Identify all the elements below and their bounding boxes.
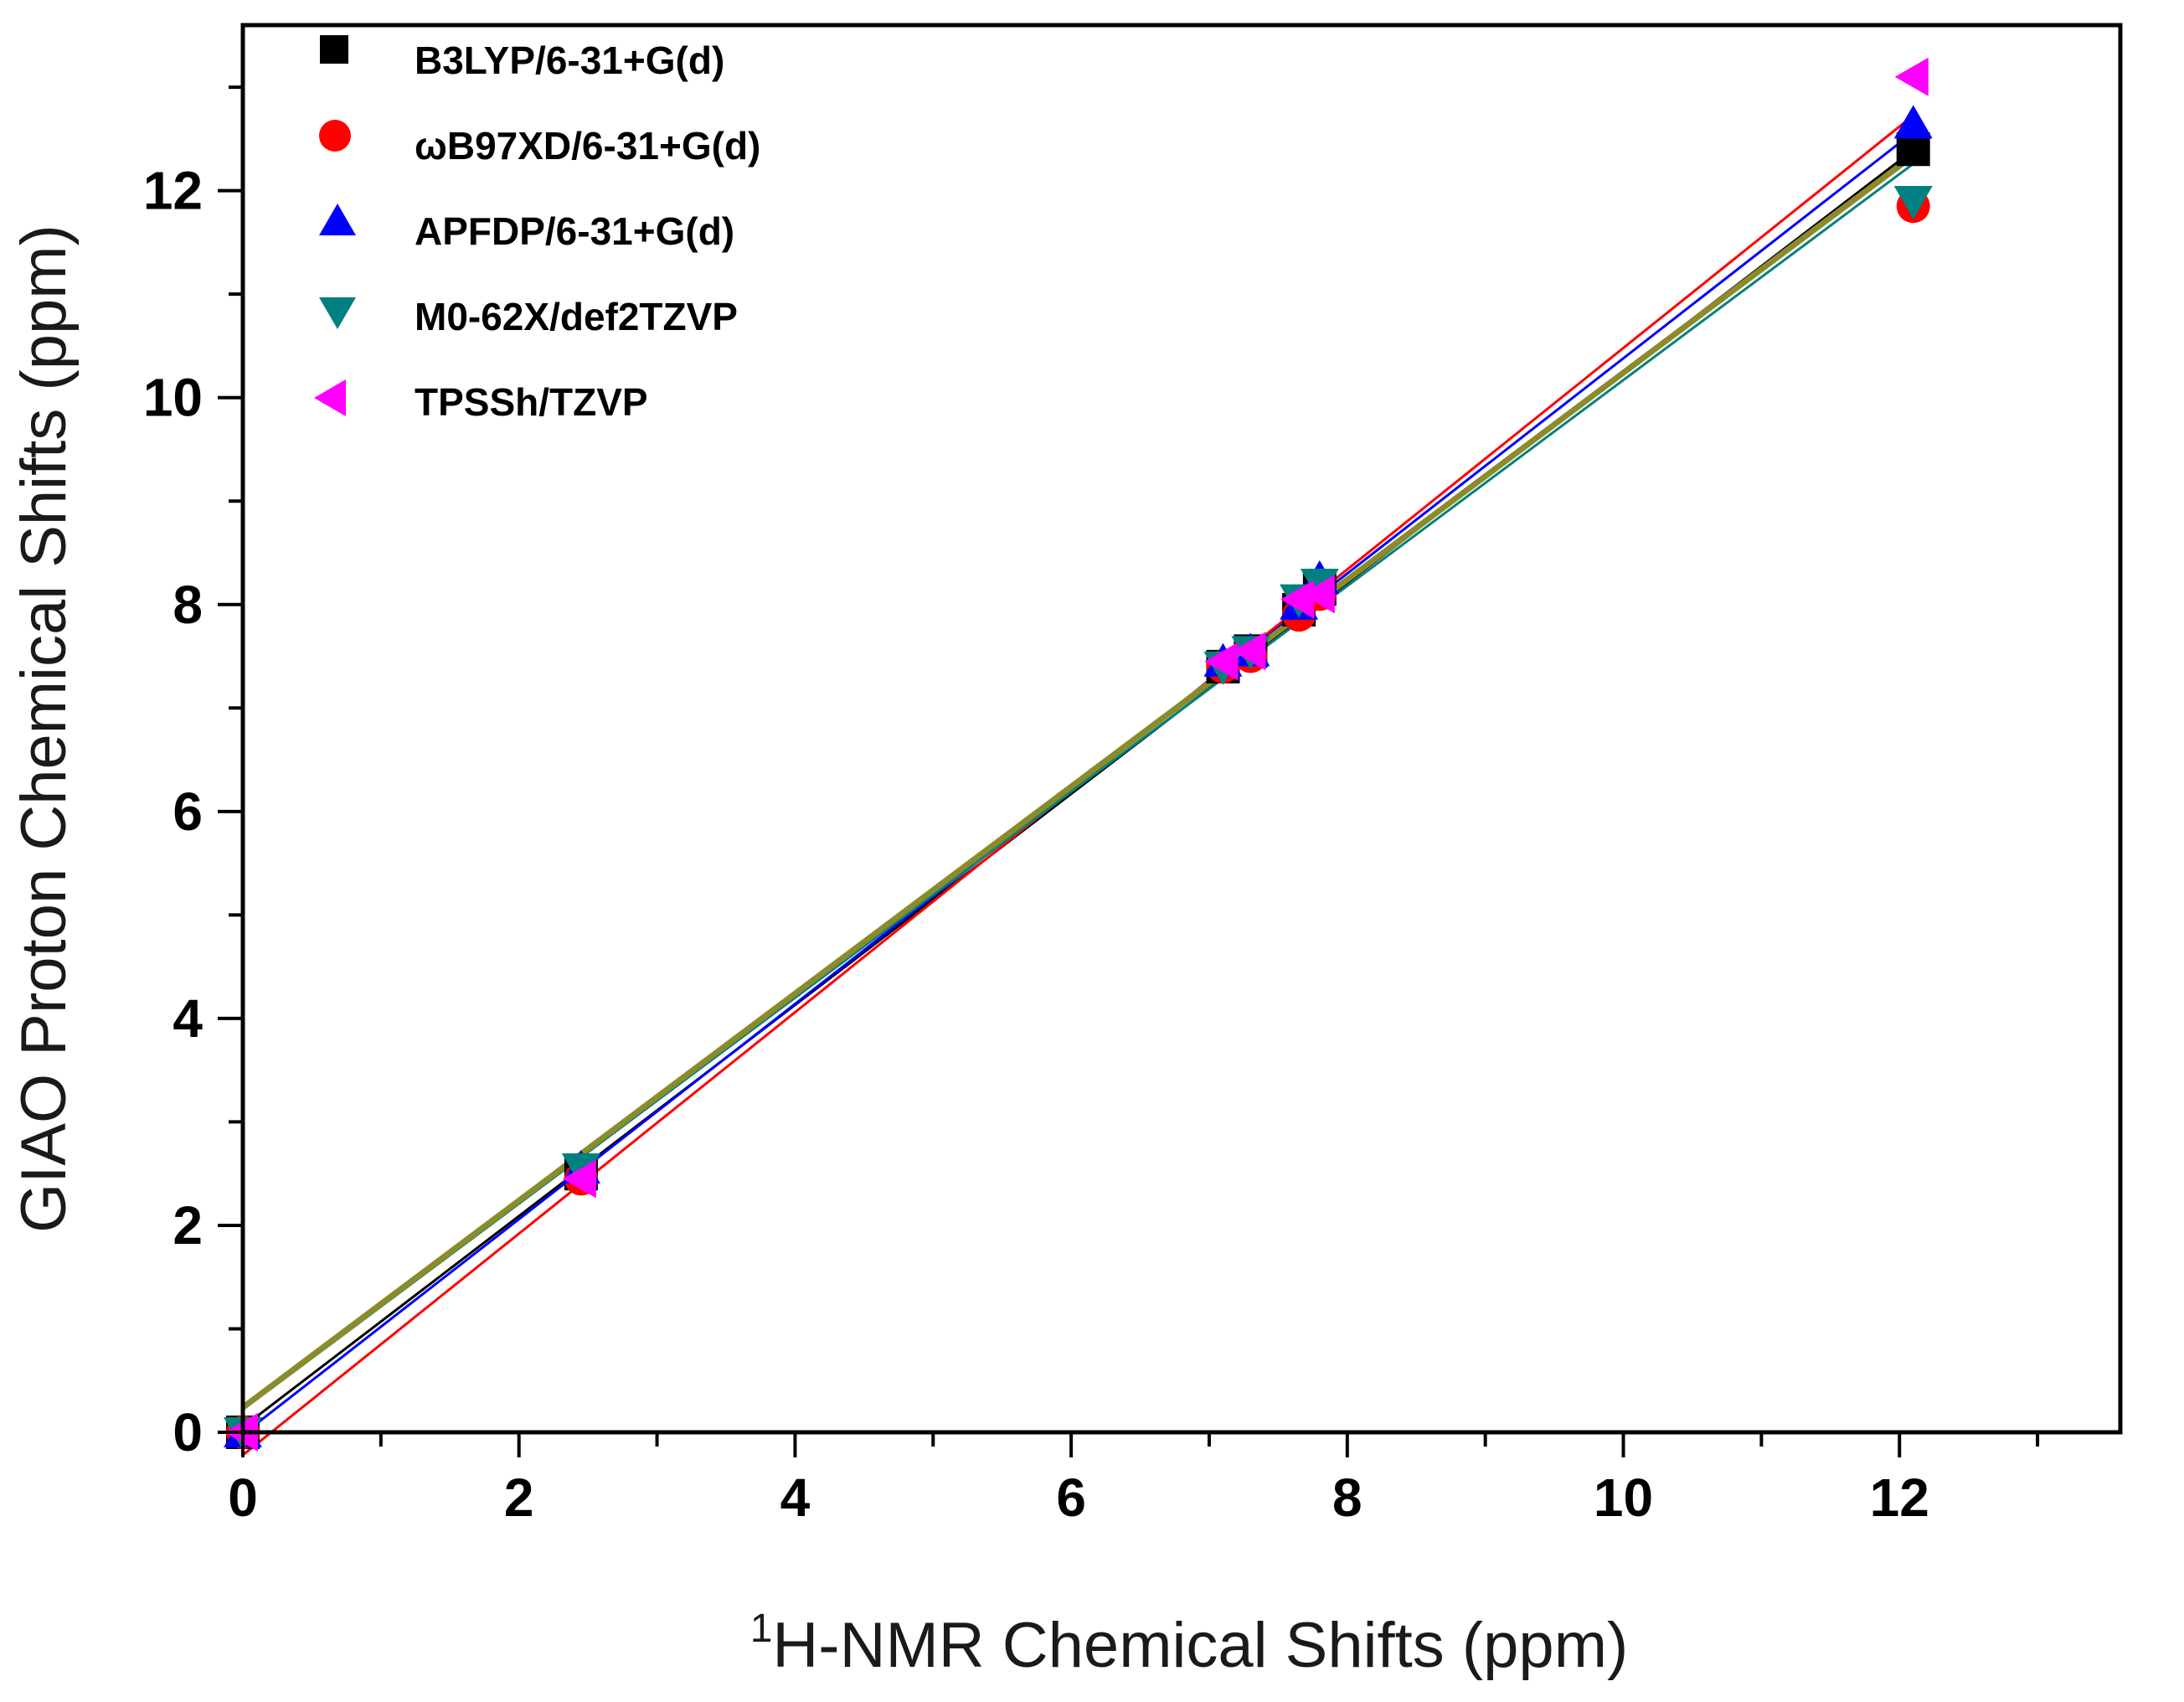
x-axis-title: 1H-NMR Chemical Shifts (ppm) (750, 1607, 1629, 1681)
x-tick-label: 8 (1332, 1467, 1362, 1528)
data-point-triangle-left (1232, 632, 1266, 671)
legend-item-b3lyp: B3LYP/6-31+G(d) (320, 35, 724, 82)
data-point-triangle-left (1301, 575, 1335, 614)
y-tick-label: 2 (173, 1195, 203, 1256)
legend-item-tpssh: TPSSh/TZVP (314, 379, 648, 424)
data-point-triangle-left (1280, 580, 1315, 619)
x-tick-label: 12 (1870, 1467, 1929, 1528)
data-points (224, 57, 1933, 1452)
fit-lines (240, 114, 1915, 1457)
y-tick-label: 10 (143, 368, 203, 428)
legend-label-tpssh: TPSSh/TZVP (415, 380, 648, 424)
plot-frame (240, 23, 2123, 1435)
x-tick-label: 2 (504, 1467, 534, 1528)
data-point-triangle-left (562, 1159, 596, 1199)
data-point-triangle-up (1893, 105, 1933, 139)
y-tick-label: 4 (173, 988, 203, 1049)
legend-square-marker (320, 35, 348, 64)
x-tick-label: 4 (780, 1467, 811, 1528)
y-axis-title: GIAO Proton Chemical Shifts (ppm) (8, 224, 80, 1233)
y-tick-label: 8 (173, 575, 203, 635)
legend-item-wb97xd: ωB97XD/6-31+G(d) (319, 120, 760, 168)
legend-triangle-left-marker (314, 379, 346, 416)
y-tick-label: 0 (173, 1402, 203, 1462)
legend-triangle-up-marker (319, 204, 356, 235)
x-axis-title-superscript: 1 (750, 1607, 773, 1651)
data-point-triangle-left (1204, 642, 1239, 681)
legend-item-apfdp: APFDP/6-31+G(d) (319, 204, 734, 253)
legend-triangle-down-marker (319, 297, 356, 329)
legend: B3LYP/6-31+G(d) ωB97XD/6-31+G(d) APFDP/6… (314, 35, 760, 424)
data-point-triangle-down (1893, 186, 1933, 219)
legend-item-m062x: M0-62X/def2TZVP (319, 295, 738, 338)
legend-circle-marker (319, 120, 351, 152)
legend-label-wb97xd: ωB97XD/6-31+G(d) (415, 124, 760, 168)
y-tick-label: 12 (143, 161, 203, 221)
x-tick-label: 6 (1056, 1467, 1086, 1528)
legend-label-m062x: M0-62X/def2TZVP (415, 295, 738, 338)
y-tick-label: 6 (173, 781, 203, 842)
x-axis-ticks: 0 2 4 6 8 10 12 (228, 1432, 2040, 1528)
x-axis-title-text: H-NMR Chemical Shifts (ppm) (772, 1610, 1628, 1681)
legend-label-b3lyp: B3LYP/6-31+G(d) (415, 39, 724, 82)
x-tick-label: 10 (1594, 1467, 1653, 1528)
data-point-triangle-left (1894, 57, 1929, 96)
legend-label-apfdp: APFDP/6-31+G(d) (415, 209, 734, 253)
x-tick-label: 0 (228, 1467, 258, 1528)
y-axis-ticks: 0 2 4 6 8 10 12 (143, 85, 243, 1462)
fit-line (240, 152, 1915, 1411)
